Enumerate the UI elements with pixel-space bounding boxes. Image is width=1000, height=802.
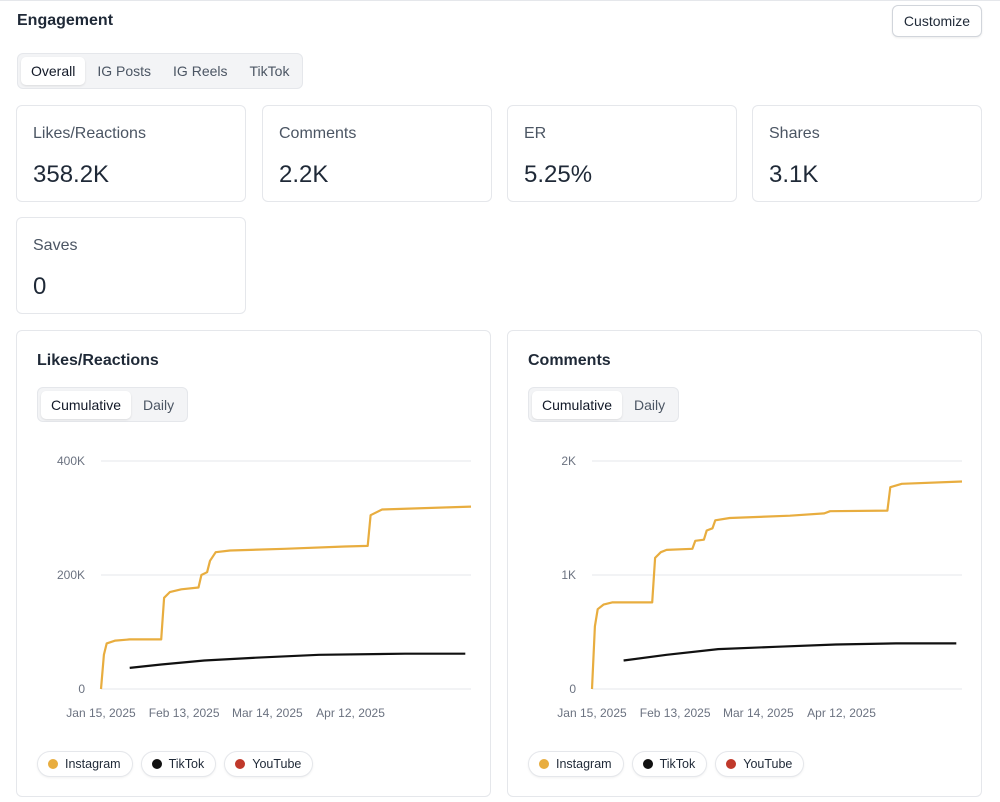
- legend-youtube[interactable]: YouTube: [715, 751, 805, 777]
- legend-label: Instagram: [556, 757, 612, 771]
- customize-button[interactable]: Customize: [892, 5, 982, 37]
- cumulative-toggle[interactable]: Cumulative: [41, 390, 132, 419]
- tiktok-dot-icon: [151, 759, 162, 769]
- top-divider: [0, 0, 1000, 3]
- y-tick-label: 200K: [57, 568, 85, 582]
- tab-overall[interactable]: Overall: [21, 57, 86, 85]
- cumulative-toggle[interactable]: Cumulative: [532, 390, 623, 419]
- metric-card-saves: Saves 0: [16, 217, 246, 314]
- comments-line-chart: 0 1K 2K Jan 15, 2025 Feb 13, 2025 Mar 14, 202…: [557, 454, 963, 720]
- metric-value: 5.25%: [524, 161, 593, 188]
- tab-ig-posts[interactable]: IG Posts: [87, 57, 161, 85]
- metric-label: Comments: [279, 125, 357, 142]
- chart-legend: Instagram TikTok YouTube: [528, 751, 805, 777]
- likes-chart-card: Likes/Reactions Cumulative Daily 0 200K 40…: [16, 330, 491, 797]
- series-line-instagram: [99, 505, 472, 690]
- series-line-tiktok: [129, 652, 466, 669]
- y-tick-label: 2K: [561, 454, 576, 468]
- y-tick-label: 400K: [57, 454, 85, 468]
- section-title: Engagement: [17, 12, 114, 29]
- legend-instagram[interactable]: Instagram: [37, 751, 133, 777]
- metric-card-comments: Comments 2.2K: [262, 105, 492, 202]
- legend-label: YouTube: [743, 757, 793, 771]
- likes-line-chart: 0 200K 400K Jan 15, 2025 Feb 13, 2025 Mar 14,…: [57, 454, 472, 720]
- legend-tiktok[interactable]: TikTok: [631, 751, 708, 777]
- metric-card-likes: Likes/Reactions 358.2K: [16, 105, 246, 202]
- series-line-tiktok: [623, 642, 957, 662]
- youtube-dot-icon: [235, 759, 246, 769]
- chart-mode-toggle: Cumulative Daily: [528, 387, 680, 422]
- chart-title: Comments: [528, 352, 611, 369]
- legend-label: TikTok: [168, 757, 205, 771]
- metric-label: ER: [524, 125, 547, 142]
- legend-label: YouTube: [252, 757, 302, 771]
- metric-card-shares: Shares 3.1K: [752, 105, 982, 202]
- metric-label: Shares: [769, 125, 820, 142]
- metric-label: Likes/Reactions: [33, 125, 146, 142]
- x-tick-label: Apr 12, 2025: [316, 706, 385, 720]
- x-tick-label: Jan 15, 2025: [66, 706, 136, 720]
- x-tick-label: Feb 13, 2025: [640, 706, 711, 720]
- metric-value: 3.1K: [769, 161, 819, 188]
- y-tick-label: 0: [569, 682, 576, 696]
- x-tick-label: Mar 14, 2025: [723, 706, 794, 720]
- tab-tiktok[interactable]: TikTok: [240, 57, 300, 85]
- youtube-dot-icon: [726, 759, 737, 769]
- tab-ig-reels[interactable]: IG Reels: [163, 57, 237, 85]
- legend-instagram[interactable]: Instagram: [528, 751, 624, 777]
- chart-mode-toggle: Cumulative Daily: [37, 387, 189, 422]
- metric-value: 0: [33, 273, 47, 300]
- chart-legend: Instagram TikTok YouTube: [37, 751, 314, 777]
- x-tick-label: Feb 13, 2025: [149, 706, 220, 720]
- legend-label: Instagram: [65, 757, 121, 771]
- instagram-dot-icon: [539, 759, 549, 769]
- chart-title: Likes/Reactions: [37, 352, 159, 369]
- x-tick-label: Apr 12, 2025: [807, 706, 876, 720]
- metric-value: 2.2K: [279, 161, 329, 188]
- instagram-dot-icon: [48, 759, 58, 769]
- y-tick-label: 1K: [561, 568, 576, 582]
- daily-toggle[interactable]: Daily: [133, 391, 184, 419]
- metric-label: Saves: [33, 237, 78, 254]
- legend-tiktok[interactable]: TikTok: [140, 751, 217, 777]
- x-tick-label: Jan 15, 2025: [557, 706, 627, 720]
- y-tick-label: 0: [78, 682, 85, 696]
- content-type-tabs: Overall IG Posts IG Reels TikTok: [17, 53, 304, 89]
- legend-label: TikTok: [659, 757, 696, 771]
- metric-card-er: ER 5.25%: [507, 105, 737, 202]
- metric-value: 358.2K: [33, 161, 110, 188]
- comments-chart-card: Comments Cumulative Daily 0 1K 2K Jan 15, 2…: [507, 330, 982, 797]
- legend-youtube[interactable]: YouTube: [224, 751, 314, 777]
- tiktok-dot-icon: [642, 759, 653, 769]
- x-tick-label: Mar 14, 2025: [232, 706, 303, 720]
- series-line-instagram: [590, 480, 963, 690]
- daily-toggle[interactable]: Daily: [624, 391, 675, 419]
